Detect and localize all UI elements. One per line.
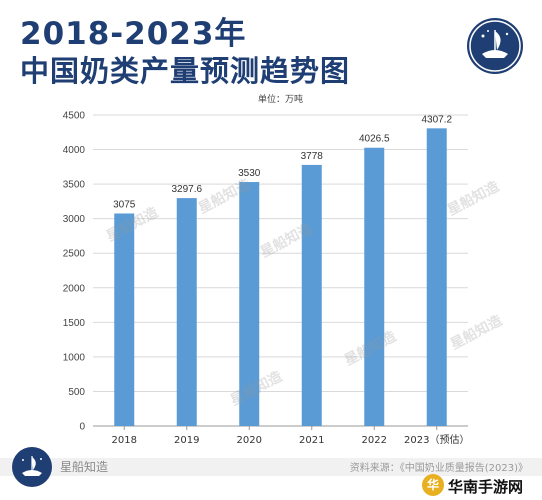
bar	[239, 182, 260, 426]
site-name: 华南手游网	[448, 478, 524, 496]
y-tick-label: 3000	[63, 214, 86, 225]
bar	[301, 164, 322, 426]
y-tick-label: 2000	[63, 283, 86, 294]
y-tick-label: 3500	[63, 180, 86, 191]
y-tick-label: 4000	[63, 145, 86, 156]
brand-logo-icon	[467, 18, 523, 74]
y-tick-label: 500	[68, 387, 85, 398]
x-tick-label: 2023（预估）	[404, 433, 469, 446]
y-tick-label: 1000	[63, 352, 86, 363]
x-tick-label: 2020	[237, 435, 262, 446]
footer-logo-icon	[12, 447, 52, 487]
x-tick-label: 2021	[299, 435, 324, 446]
site-watermark[interactable]: 华 华南手游网	[422, 474, 538, 498]
footer-bar	[0, 458, 542, 476]
bar	[364, 147, 385, 426]
chart-title-line2: 中国奶类产量预测趋势图	[20, 54, 351, 88]
x-tick-label: 2022	[362, 435, 387, 446]
y-tick-label: 1500	[63, 318, 86, 329]
site-logo-icon: 华	[422, 474, 444, 496]
chart-title-line1: 2018-2023年	[20, 16, 247, 52]
data-label: 3530	[238, 168, 261, 179]
y-tick-label: 0	[79, 422, 85, 433]
footer-brand: 星船知造	[60, 460, 109, 474]
bar	[426, 128, 447, 426]
y-tick-label: 2500	[63, 249, 86, 260]
data-label: 4307.2	[421, 114, 452, 125]
data-label: 3778	[301, 151, 324, 162]
data-label: 3297.6	[171, 184, 202, 195]
x-tick-label: 2018	[112, 435, 137, 446]
y-tick-label: 4500	[63, 111, 86, 122]
data-label: 3075	[113, 199, 136, 210]
bar	[176, 198, 197, 426]
data-source: 资料来源：《中国奶业质量报告(2023)》	[349, 463, 528, 474]
bar	[114, 213, 135, 426]
unit-label: 单位：万吨	[258, 94, 304, 104]
x-tick-label: 2019	[174, 435, 199, 446]
data-label: 4026.5	[359, 134, 390, 145]
